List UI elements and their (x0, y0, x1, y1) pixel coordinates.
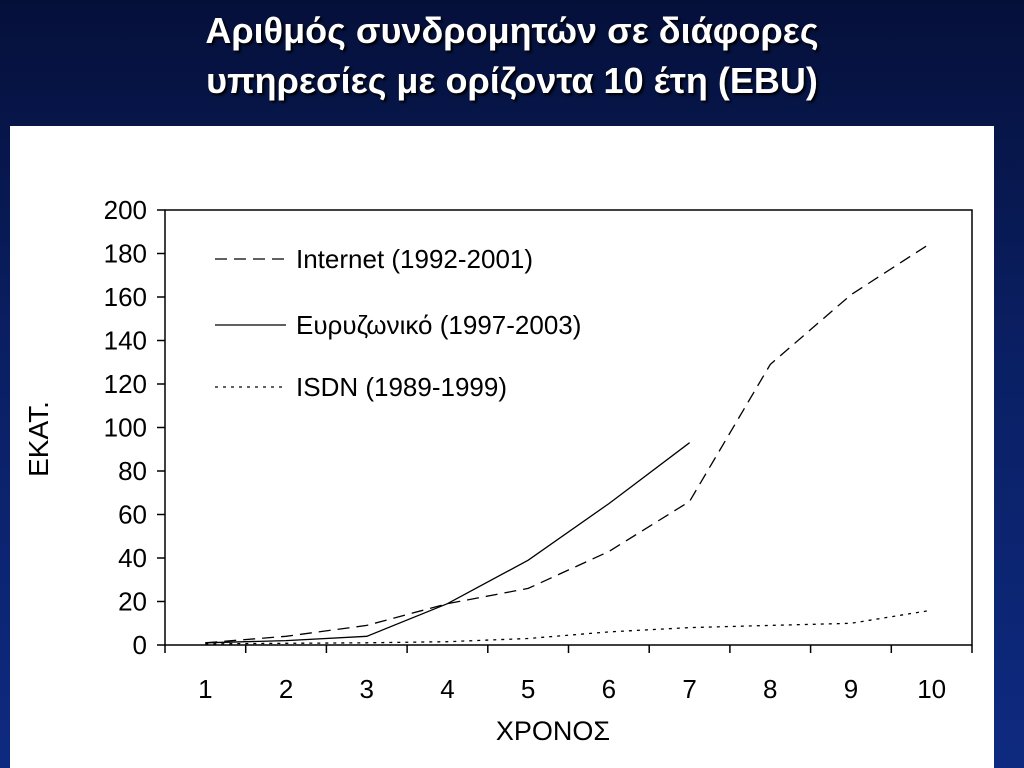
y-tick-label-7: 140 (104, 326, 147, 356)
x-tick-label-4: 5 (521, 674, 535, 704)
y-axis-label: ΕΚΑΤ. (23, 401, 54, 477)
y-tick-label-2: 40 (118, 543, 147, 573)
y-tick-label-10: 200 (104, 195, 147, 225)
x-tick-label-7: 8 (763, 674, 777, 704)
x-tick-label-0: 1 (198, 674, 212, 704)
y-tick-label-4: 80 (118, 456, 147, 486)
y-tick-label-0: 0 (133, 630, 147, 660)
y-tick-label-8: 160 (104, 282, 147, 312)
x-tick-label-9: 10 (917, 674, 946, 704)
plot-area-frame (164, 209, 973, 646)
x-tick-label-6: 7 (682, 674, 696, 704)
y-tick-label-6: 120 (104, 369, 147, 399)
x-tick-label-5: 6 (602, 674, 616, 704)
y-tick-label-1: 20 (118, 587, 147, 617)
legend-label-1: Internet (1992-2001) (296, 244, 533, 274)
y-tick-label-5: 100 (104, 413, 147, 443)
slide-title-line-2: υπηρεσίες με ορίζοντα 10 έτη (EBU) (206, 60, 818, 101)
series-line-3 (205, 609, 932, 645)
series-line-1 (205, 242, 932, 644)
chart-panel: 0 20 40 60 80 100 120 140 160 180 200 1 2 3 4 5 6 7 8 9 10 … (10, 126, 994, 768)
y-tick-label-9: 180 (104, 239, 147, 269)
x-tick-label-8: 9 (844, 674, 858, 704)
legend-label-2: Ευρυζωνικό (1997-2003) (296, 310, 581, 340)
y-tick-label-3: 60 (118, 500, 147, 530)
slide-title: Αριθμός συνδρομητών σε διάφορες υπηρεσίε… (0, 6, 1024, 106)
x-tick-label-2: 3 (360, 674, 374, 704)
x-tick-label-3: 4 (440, 674, 454, 704)
series-line-2 (205, 442, 690, 644)
x-tick-label-1: 2 (279, 674, 293, 704)
legend-label-3: ISDN (1989-1999) (296, 372, 507, 402)
slide-title-line-1: Αριθμός συνδρομητών σε διάφορες (205, 10, 819, 51)
x-axis-label: ΧΡΟΝΟΣ (496, 716, 610, 746)
